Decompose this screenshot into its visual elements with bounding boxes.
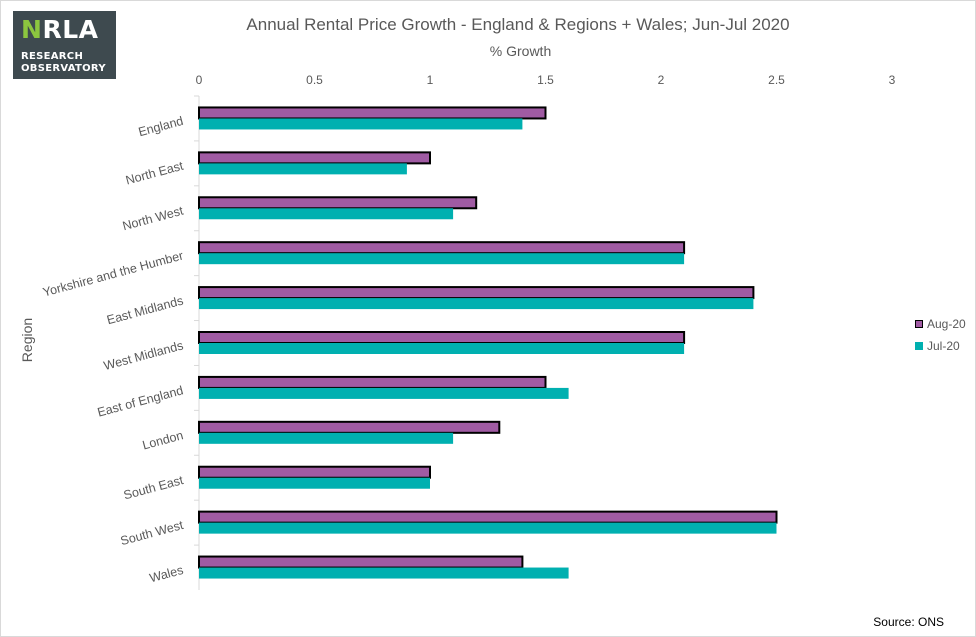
category-label: Yorkshire and the Humber — [41, 249, 184, 300]
chart-title: Annual Rental Price Growth - England & R… — [246, 15, 790, 34]
x-tick-label: 1.5 — [537, 73, 554, 87]
nrla-logo: NRLA RESEARCH OBSERVATORY — [13, 11, 116, 79]
category-label: East Midlands — [105, 293, 184, 327]
bar-aug-20-london — [198, 420, 501, 434]
bar-jul-20-south-west — [199, 522, 777, 534]
bar-jul-20-england — [199, 118, 523, 130]
bar-jul-20-east-of-england — [199, 387, 569, 399]
bar-jul-20-north-east — [199, 163, 407, 175]
legend-label-jul-20: Jul-20 — [927, 339, 960, 353]
category-label: North West — [121, 204, 185, 234]
bar-jul-20-wales — [199, 567, 569, 579]
logo-wordmark-rest: RLA — [42, 15, 99, 44]
bar-jul-20-west-midlands — [199, 343, 685, 354]
x-tick-label: 2.5 — [768, 73, 785, 87]
logo-wordmark-accent: N — [21, 15, 43, 44]
x-tick-label: 3 — [889, 73, 896, 87]
category-label: South East — [122, 473, 185, 502]
bar-aug-20-south-east — [198, 465, 431, 479]
legend-label-aug-20: Aug-20 — [927, 317, 966, 331]
category-label: North East — [124, 159, 185, 188]
bar-aug-20-north-east — [198, 151, 431, 165]
category-label: London — [141, 428, 185, 452]
logo-wordmark: NRLA — [21, 15, 98, 44]
bar-jul-20-yorkshire-and-the-humber — [199, 253, 685, 265]
legend-swatch-jul-20 — [915, 342, 923, 350]
bar-aug-20-england — [198, 106, 547, 120]
bar-jul-20-london — [199, 432, 454, 444]
bar-jul-20-south-east — [199, 477, 430, 489]
x-tick-label: 1 — [427, 73, 434, 87]
bar-aug-20-wales — [198, 555, 524, 569]
category-label: South West — [119, 518, 185, 548]
bar-aug-20-south-west — [198, 510, 778, 524]
bar-aug-20-east-midlands — [198, 286, 755, 300]
bar-aug-20-east-of-england — [198, 375, 547, 389]
bar-jul-20-north-west — [199, 208, 454, 220]
legend-swatch-aug-20 — [915, 320, 923, 328]
bar-aug-20-west-midlands — [198, 331, 686, 344]
x-axis-title: % Growth — [489, 43, 552, 59]
logo-subtitle-line2: OBSERVATORY — [21, 63, 106, 74]
x-tick-label: 0 — [196, 73, 203, 87]
bar-jul-20-east-midlands — [199, 298, 754, 310]
x-tick-label: 0.5 — [306, 73, 323, 87]
category-label: West Midlands — [102, 338, 185, 373]
x-tick-label: 2 — [658, 73, 665, 87]
category-label: England — [137, 114, 185, 139]
bar-aug-20-north-west — [198, 196, 478, 210]
bar-aug-20-yorkshire-and-the-humber — [198, 241, 686, 255]
category-label: East of England — [96, 383, 185, 419]
logo-subtitle-line1: RESEARCH — [21, 51, 84, 62]
category-label: Wales — [148, 563, 185, 585]
source-note: Source: ONS — [873, 615, 944, 629]
